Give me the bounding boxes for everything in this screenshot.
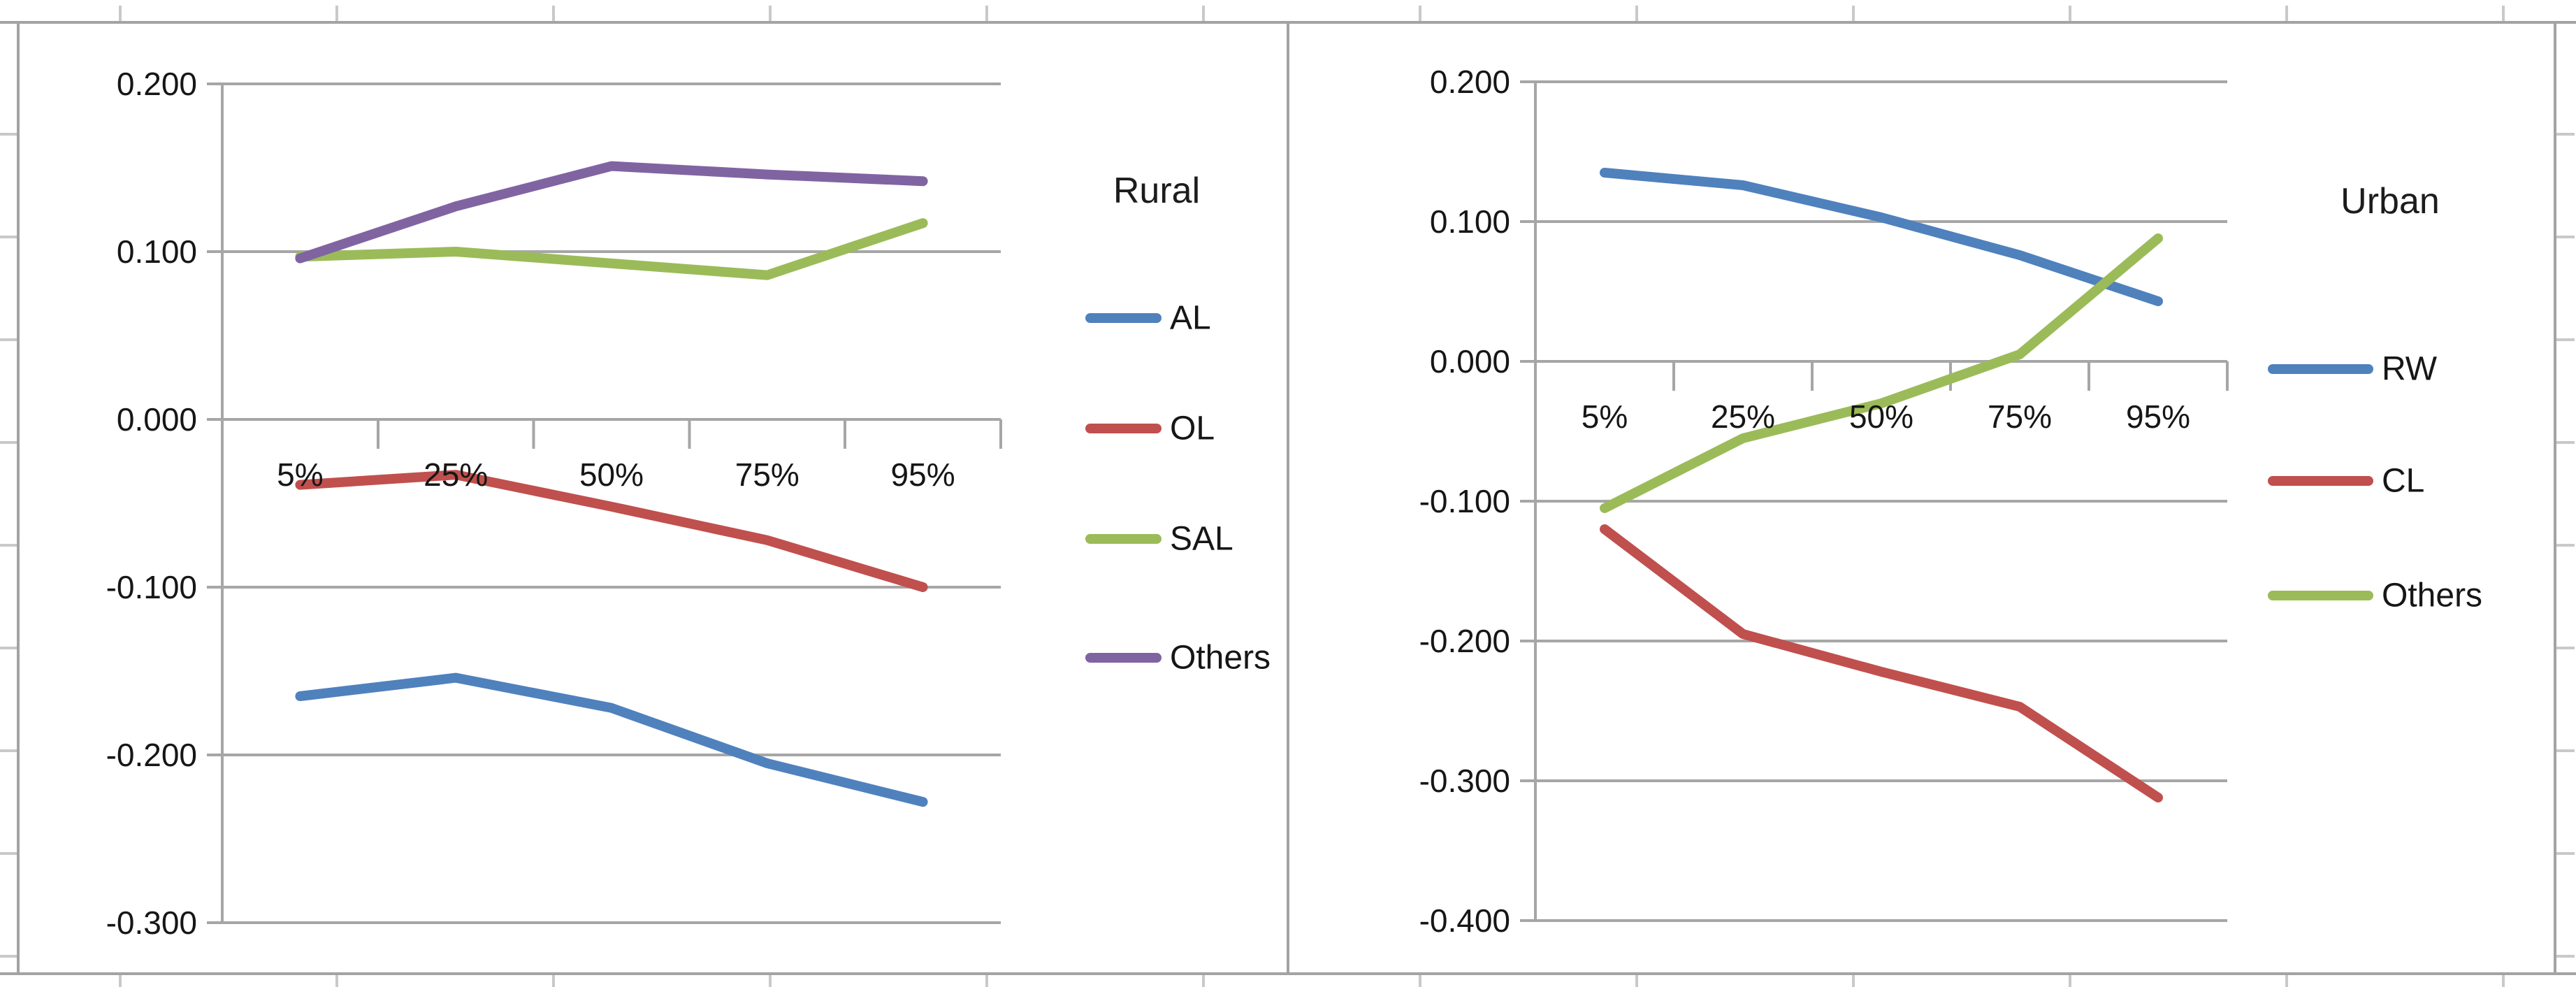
legend-key-AL xyxy=(1085,313,1162,323)
sheet-gridline-tick xyxy=(1202,975,1205,987)
series-line-Others xyxy=(1600,233,2163,513)
x-tick-label: 50% xyxy=(579,456,644,493)
sheet-gridline-tick xyxy=(1852,975,1855,987)
sheet-gridline-tick xyxy=(2502,975,2505,987)
legend-label-SAL: SAL xyxy=(1170,520,1233,558)
sheet-gridline-tick xyxy=(2556,338,2575,341)
x-tick-label: 25% xyxy=(1710,398,1776,435)
y-tick-label: -0.300 xyxy=(1419,763,1510,799)
sheet-gridline-tick xyxy=(2556,955,2575,958)
series-line-OL xyxy=(295,470,928,592)
legend-title-urban: Urban xyxy=(2340,181,2440,222)
series-line-Others xyxy=(295,161,928,264)
sheet-gridline-tick xyxy=(2069,975,2071,987)
series-line-AL xyxy=(295,672,928,807)
sheet-gridline-tick xyxy=(119,6,122,21)
frame-left xyxy=(17,21,20,975)
sheet-gridline-tick xyxy=(0,955,17,958)
y-tick-label: -0.300 xyxy=(106,905,197,941)
x-tick-label: 25% xyxy=(424,456,489,493)
x-tick-label: 75% xyxy=(735,456,799,493)
y-tick-label: 0.000 xyxy=(116,401,197,438)
sheet-gridline-tick xyxy=(0,133,17,136)
x-tick-label: 5% xyxy=(277,456,324,493)
sheet-gridline-tick xyxy=(552,975,555,987)
sheet-gridline-tick xyxy=(2556,749,2575,752)
y-tick-label: 0.200 xyxy=(1429,64,1510,100)
x-tick-label: 95% xyxy=(2125,398,2191,435)
sheet-gridline-tick xyxy=(335,6,338,21)
sheet-gridline-tick xyxy=(769,975,772,987)
series-line-SAL xyxy=(295,218,928,280)
x-tick-label: 50% xyxy=(1848,398,1914,435)
sheet-gridline-tick xyxy=(2556,852,2575,855)
x-tick-label: 75% xyxy=(1987,398,2053,435)
sheet-gridline-tick xyxy=(2285,6,2288,21)
legend-label-Others: Others xyxy=(2382,577,2483,614)
sheet-gridline-tick xyxy=(0,441,17,444)
x-tick-label: 5% xyxy=(1581,398,1628,435)
x-tick-label: 95% xyxy=(890,456,955,493)
legend-label-Others: Others xyxy=(1170,639,1271,677)
sheet-gridline-tick xyxy=(2556,133,2575,136)
legend-label-RW: RW xyxy=(2382,350,2438,388)
y-tick-label: -0.200 xyxy=(1419,623,1510,659)
sheet-gridline-tick xyxy=(769,6,772,21)
sheet-gridline-tick xyxy=(335,975,338,987)
sheet-gridline-tick xyxy=(0,852,17,855)
sheet-gridline-tick xyxy=(0,236,17,238)
sheet-gridline-tick xyxy=(1202,6,1205,21)
legend-key-RW xyxy=(2268,364,2373,374)
y-tick-label: -0.100 xyxy=(106,569,197,605)
legend-label-CL: CL xyxy=(2382,462,2425,500)
legend-key-Others xyxy=(2268,591,2373,600)
legend-key-OL xyxy=(1085,424,1162,433)
chart-divider xyxy=(1287,21,1289,975)
sheet-gridline-tick xyxy=(2069,6,2071,21)
legend-key-SAL xyxy=(1085,534,1162,544)
y-tick-label: 0.000 xyxy=(1429,343,1510,380)
sheet-gridline-tick xyxy=(2285,975,2288,987)
sheet-gridline-tick xyxy=(1419,975,1421,987)
y-tick-label: 0.200 xyxy=(116,66,197,102)
sheet-gridline-tick xyxy=(119,975,122,987)
series-line-RW xyxy=(1600,168,2163,306)
legend-key-Others xyxy=(1085,653,1162,663)
y-tick-label: -0.400 xyxy=(1419,902,1510,939)
sheet-gridline-tick xyxy=(2556,441,2575,444)
y-tick-label: -0.100 xyxy=(1419,483,1510,519)
series-line-CL xyxy=(1600,524,2163,802)
sheet-gridline-tick xyxy=(2556,544,2575,547)
sheet-gridline-tick xyxy=(1635,6,1638,21)
sheet-gridline-tick xyxy=(985,6,988,21)
sheet-gridline-tick xyxy=(2556,236,2575,238)
y-tick-label: 0.100 xyxy=(1429,203,1510,240)
sheet-gridline-tick xyxy=(2502,6,2505,21)
legend-title-rural: Rural xyxy=(1113,171,1201,211)
y-tick-label: -0.200 xyxy=(106,737,197,773)
legend-label-OL: OL xyxy=(1170,410,1215,447)
frame-right xyxy=(2554,21,2556,975)
sheet-gridline-tick xyxy=(0,647,17,649)
sheet-gridline-tick xyxy=(1419,6,1421,21)
y-tick-label: 0.100 xyxy=(116,233,197,270)
sheet-gridline-tick xyxy=(2556,647,2575,649)
sheet-gridline-tick xyxy=(985,975,988,987)
sheet-gridline-tick xyxy=(552,6,555,21)
sheet-gridline-tick xyxy=(1635,975,1638,987)
sheet-gridline-tick xyxy=(0,749,17,752)
sheet-gridline-tick xyxy=(0,544,17,547)
legend-key-CL xyxy=(2268,476,2373,486)
sheet-gridline-tick xyxy=(1852,6,1855,21)
legend-label-AL: AL xyxy=(1170,299,1211,337)
sheet-gridline-tick xyxy=(0,338,17,341)
